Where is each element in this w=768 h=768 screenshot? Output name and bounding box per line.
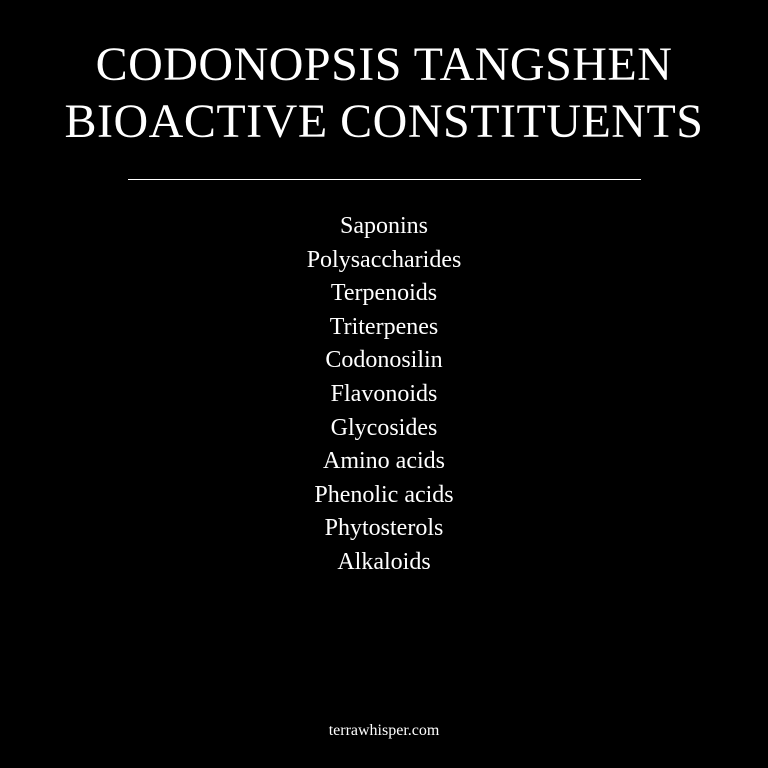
list-item: Triterpenes [329, 313, 439, 340]
list-item: Phytosterols [324, 515, 444, 542]
title-divider [128, 179, 641, 180]
list-item: Terpenoids [330, 280, 438, 307]
constituents-list: Saponins Polysaccharides Terpenoids Trit… [0, 210, 768, 580]
list-item: Glycosides [330, 414, 438, 441]
list-item: Polysaccharides [306, 246, 462, 273]
list-item: Flavonoids [330, 380, 438, 407]
list-item: Saponins [339, 213, 428, 239]
list-item: Amino acids [323, 448, 445, 475]
list-item: Codonosilin [325, 347, 443, 374]
list-item: Phenolic acids [314, 481, 454, 508]
footer-site-url: terrawhisper.com [328, 722, 440, 739]
title-line-2: BIOACTIVE CONSTITUENTS [64, 95, 704, 148]
list-item: Alkaloids [337, 548, 431, 575]
title-line-1: CODONOPSIS TANGSHEN [95, 38, 673, 91]
page-title: CODONOPSIS TANGSHEN BIOACTIVE CONSTITUEN… [0, 36, 768, 150]
